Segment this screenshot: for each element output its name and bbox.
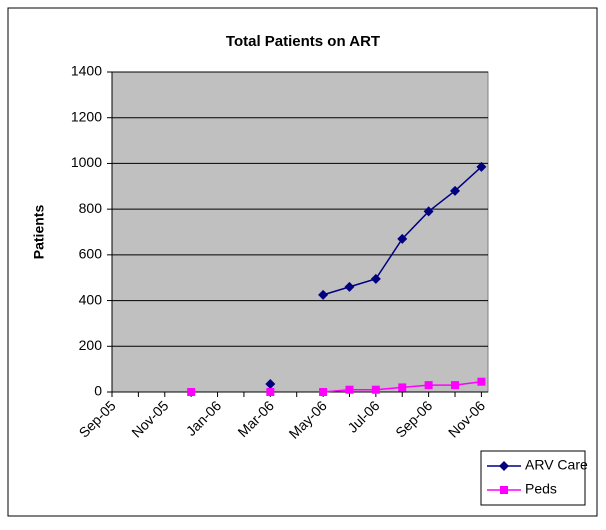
y-tick-label: 1400 [71,63,102,79]
plot-area [111,71,489,393]
data-point [477,377,486,386]
data-point [423,206,434,217]
y-tick-label: 200 [79,337,103,353]
data-point [371,385,380,394]
data-point [318,289,329,300]
legend-box [480,450,586,506]
data-point [344,281,355,292]
data-point [397,233,408,244]
legend-marker [499,461,509,471]
data-point [476,161,487,172]
y-tick-label: 600 [79,246,103,262]
y-tick-label: 1000 [71,154,102,170]
data-point [345,385,354,394]
data-point [319,388,328,396]
data-point [187,388,196,396]
data-point [398,383,407,392]
data-point [424,381,433,390]
data-point [265,379,276,389]
data-point [451,381,460,390]
data-point [266,388,275,396]
legend-label: ARV Care [525,457,588,473]
legend-marker [500,486,508,494]
y-axis-label: Patients [31,205,47,260]
legend-label: Peds [525,481,557,497]
y-tick-label: 0 [94,383,102,399]
data-point [370,273,381,284]
chart-title: Total Patients on ART [226,33,380,50]
y-tick-label: 800 [79,200,103,216]
y-tick-label: 400 [79,291,103,307]
y-tick-label: 1200 [71,108,102,124]
data-point [450,185,461,196]
